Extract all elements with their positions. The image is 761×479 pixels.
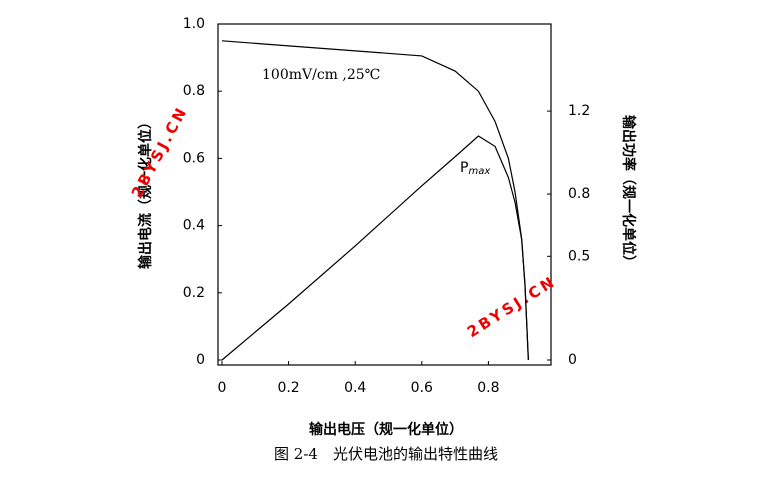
y-tick-label: 0.2	[183, 285, 205, 301]
pmax-p: P	[460, 160, 468, 176]
annotation: 100mV/cm ,25℃	[262, 67, 380, 83]
y-tick-label: 0.6	[183, 150, 205, 166]
y-tick-label: 0	[196, 352, 205, 368]
pmax-sub: max	[468, 166, 490, 177]
x-tick-label: 0.8	[477, 380, 499, 396]
watermark: 2BYSJ.CN	[464, 272, 560, 341]
y-tick-label: 1.0	[183, 16, 205, 32]
y-tick-label: 0.8	[183, 83, 205, 99]
x-tick-label: 0.4	[344, 380, 366, 396]
series-line	[221, 135, 529, 361]
caption: 图 2-4 光伏电池的输出特性曲线	[274, 445, 498, 463]
y-tick-label: 0.4	[183, 218, 205, 234]
y2-tick-label: 0.8	[568, 186, 590, 202]
series-line	[221, 40, 529, 361]
y2-tick-label: 0	[568, 352, 577, 368]
y2-tick-label: 1.2	[568, 103, 590, 119]
y2-tick-label: 0.5	[568, 248, 590, 264]
pmax-label: Pmax	[460, 160, 490, 177]
x-tick-label: 0.2	[277, 380, 299, 396]
x-tick-label: 0	[218, 380, 227, 396]
x-axis-title: 输出电压（规一化单位）	[309, 421, 463, 438]
y-axis-title: 输出电流（规一化单位）	[137, 115, 154, 269]
x-tick-label: 0.6	[411, 380, 433, 396]
y2-axis-title: 输出功率（规一化单位）	[620, 115, 637, 269]
